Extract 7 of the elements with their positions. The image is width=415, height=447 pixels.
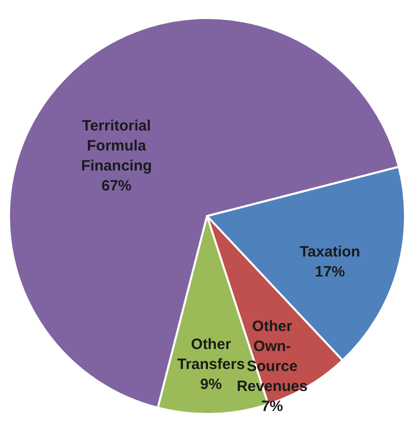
slice-label: Territorial Formula Financing xyxy=(81,117,152,174)
slice-label: Other Transfers xyxy=(177,336,245,373)
slice-label: Taxation xyxy=(300,244,360,261)
data-label: 17% xyxy=(314,264,345,281)
data-label: 67% xyxy=(101,177,132,194)
data-label: 9% xyxy=(200,376,222,393)
data-label: 7% xyxy=(261,398,283,416)
